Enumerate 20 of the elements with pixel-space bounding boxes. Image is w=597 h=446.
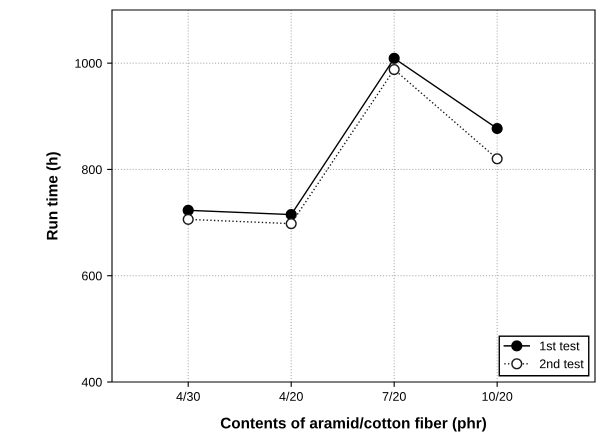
legend-label: 1st test: [540, 342, 580, 350]
x-tick-label: 4/20: [279, 392, 303, 401]
x-axis-title: Contents of aramid/cotton fiber (phr): [220, 417, 486, 432]
y-tick-label: 1000: [75, 58, 102, 68]
x-tick-label: 10/20: [482, 392, 512, 401]
x-tick-label: 4/30: [176, 392, 200, 401]
point: [492, 122, 503, 134]
point: [286, 218, 297, 230]
y-axis-title: Run time (h): [46, 152, 61, 240]
y-tick-label: 800: [82, 165, 102, 174]
y-tick-label: 600: [82, 272, 102, 280]
point: [388, 64, 400, 76]
y-tick-label: 400: [82, 378, 102, 387]
point: [388, 52, 400, 64]
legend-label: 2nd test: [540, 359, 584, 368]
x-tick-label: 7/20: [382, 392, 406, 401]
point: [286, 209, 297, 220]
point: [182, 204, 194, 216]
point: [492, 153, 503, 164]
point: [182, 214, 194, 225]
